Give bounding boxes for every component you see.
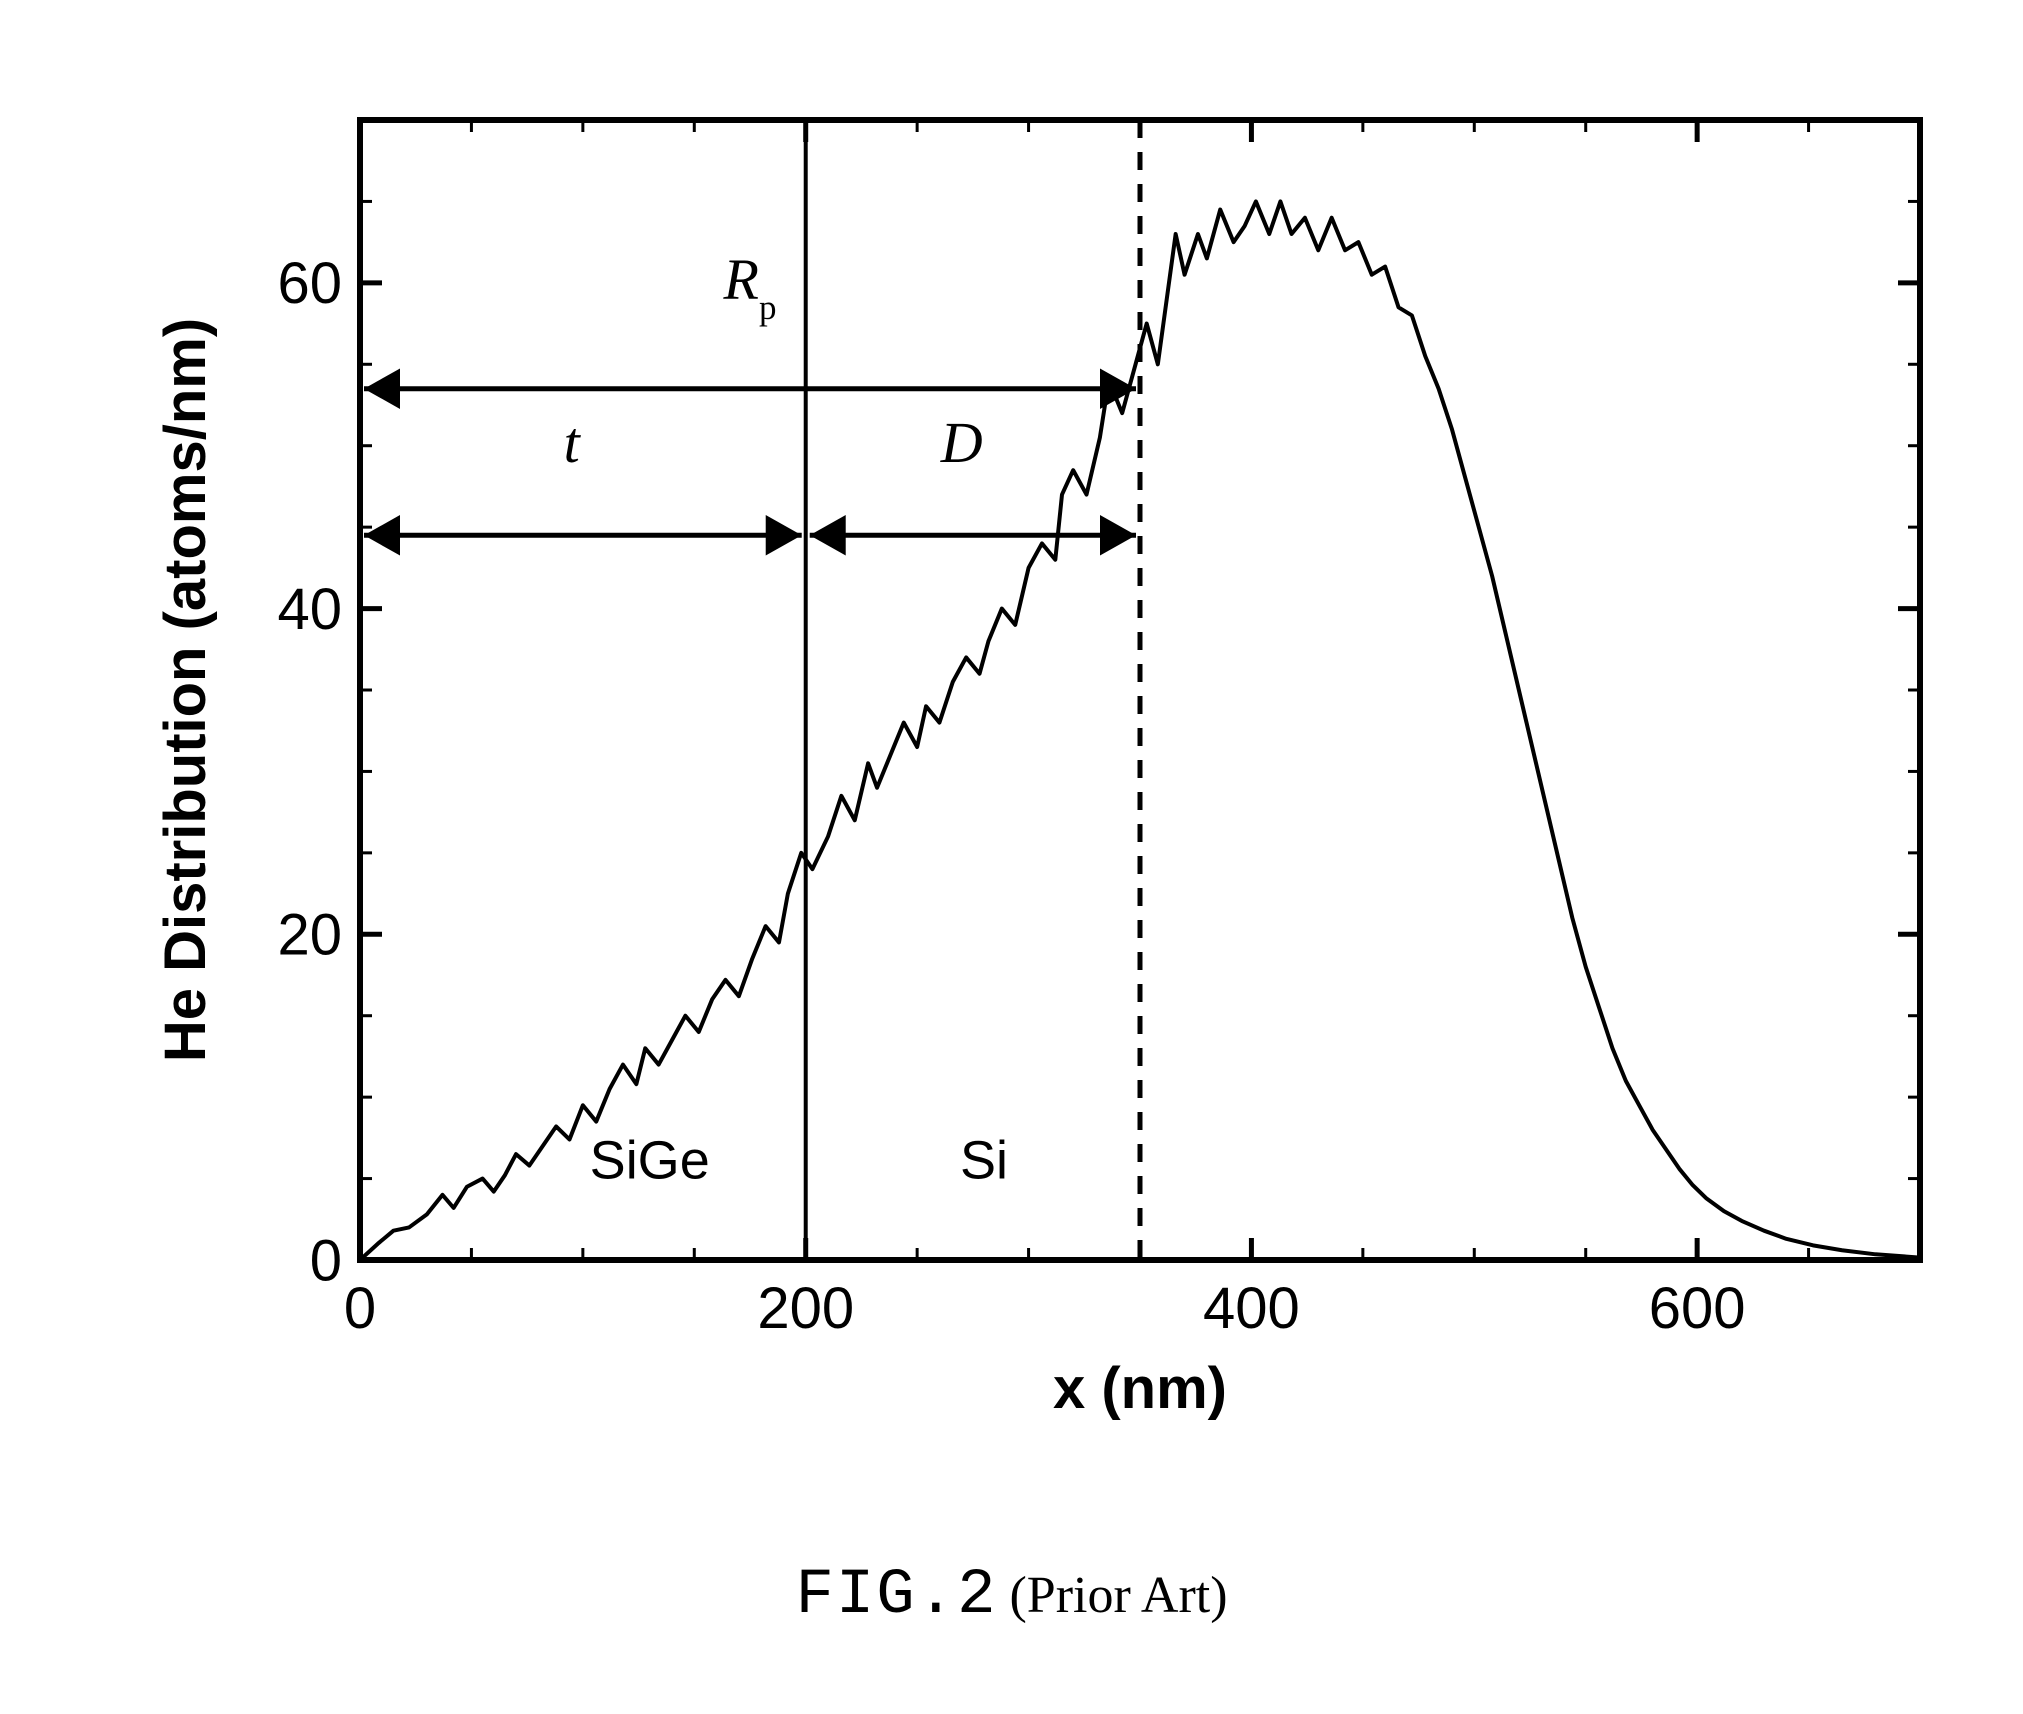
range-label-D: D xyxy=(940,410,983,475)
y-tick-label: 20 xyxy=(277,903,342,968)
x-tick-label: 200 xyxy=(757,1276,854,1341)
region-label: Si xyxy=(960,1131,1008,1191)
x-tick-label: 0 xyxy=(344,1276,376,1341)
y-tick-label: 60 xyxy=(277,251,342,316)
y-tick-label: 0 xyxy=(310,1228,342,1293)
x-axis-label: x (nm) xyxy=(1053,1356,1227,1421)
chart-svg: 0 200 400 600 0 20 40 60 x (nm) He Distribution (… xyxy=(120,80,1960,1460)
x-tick-label: 400 xyxy=(1203,1276,1300,1341)
caption-fig-label: FIG.2 xyxy=(795,1560,997,1632)
y-tick-label: 40 xyxy=(277,577,342,642)
y-axis-label: He Distribution (atoms/nm) xyxy=(153,318,218,1062)
x-tick-label: 600 xyxy=(1649,1276,1746,1341)
region-label: SiGe xyxy=(590,1131,710,1191)
chart-container: 0 200 400 600 0 20 40 60 x (nm) He Distribution (… xyxy=(120,80,1960,1465)
figure-caption: FIG.2 (Prior Art) xyxy=(0,1560,2023,1632)
range-label-t: t xyxy=(564,410,582,475)
caption-note: (Prior Art) xyxy=(1009,1567,1227,1624)
